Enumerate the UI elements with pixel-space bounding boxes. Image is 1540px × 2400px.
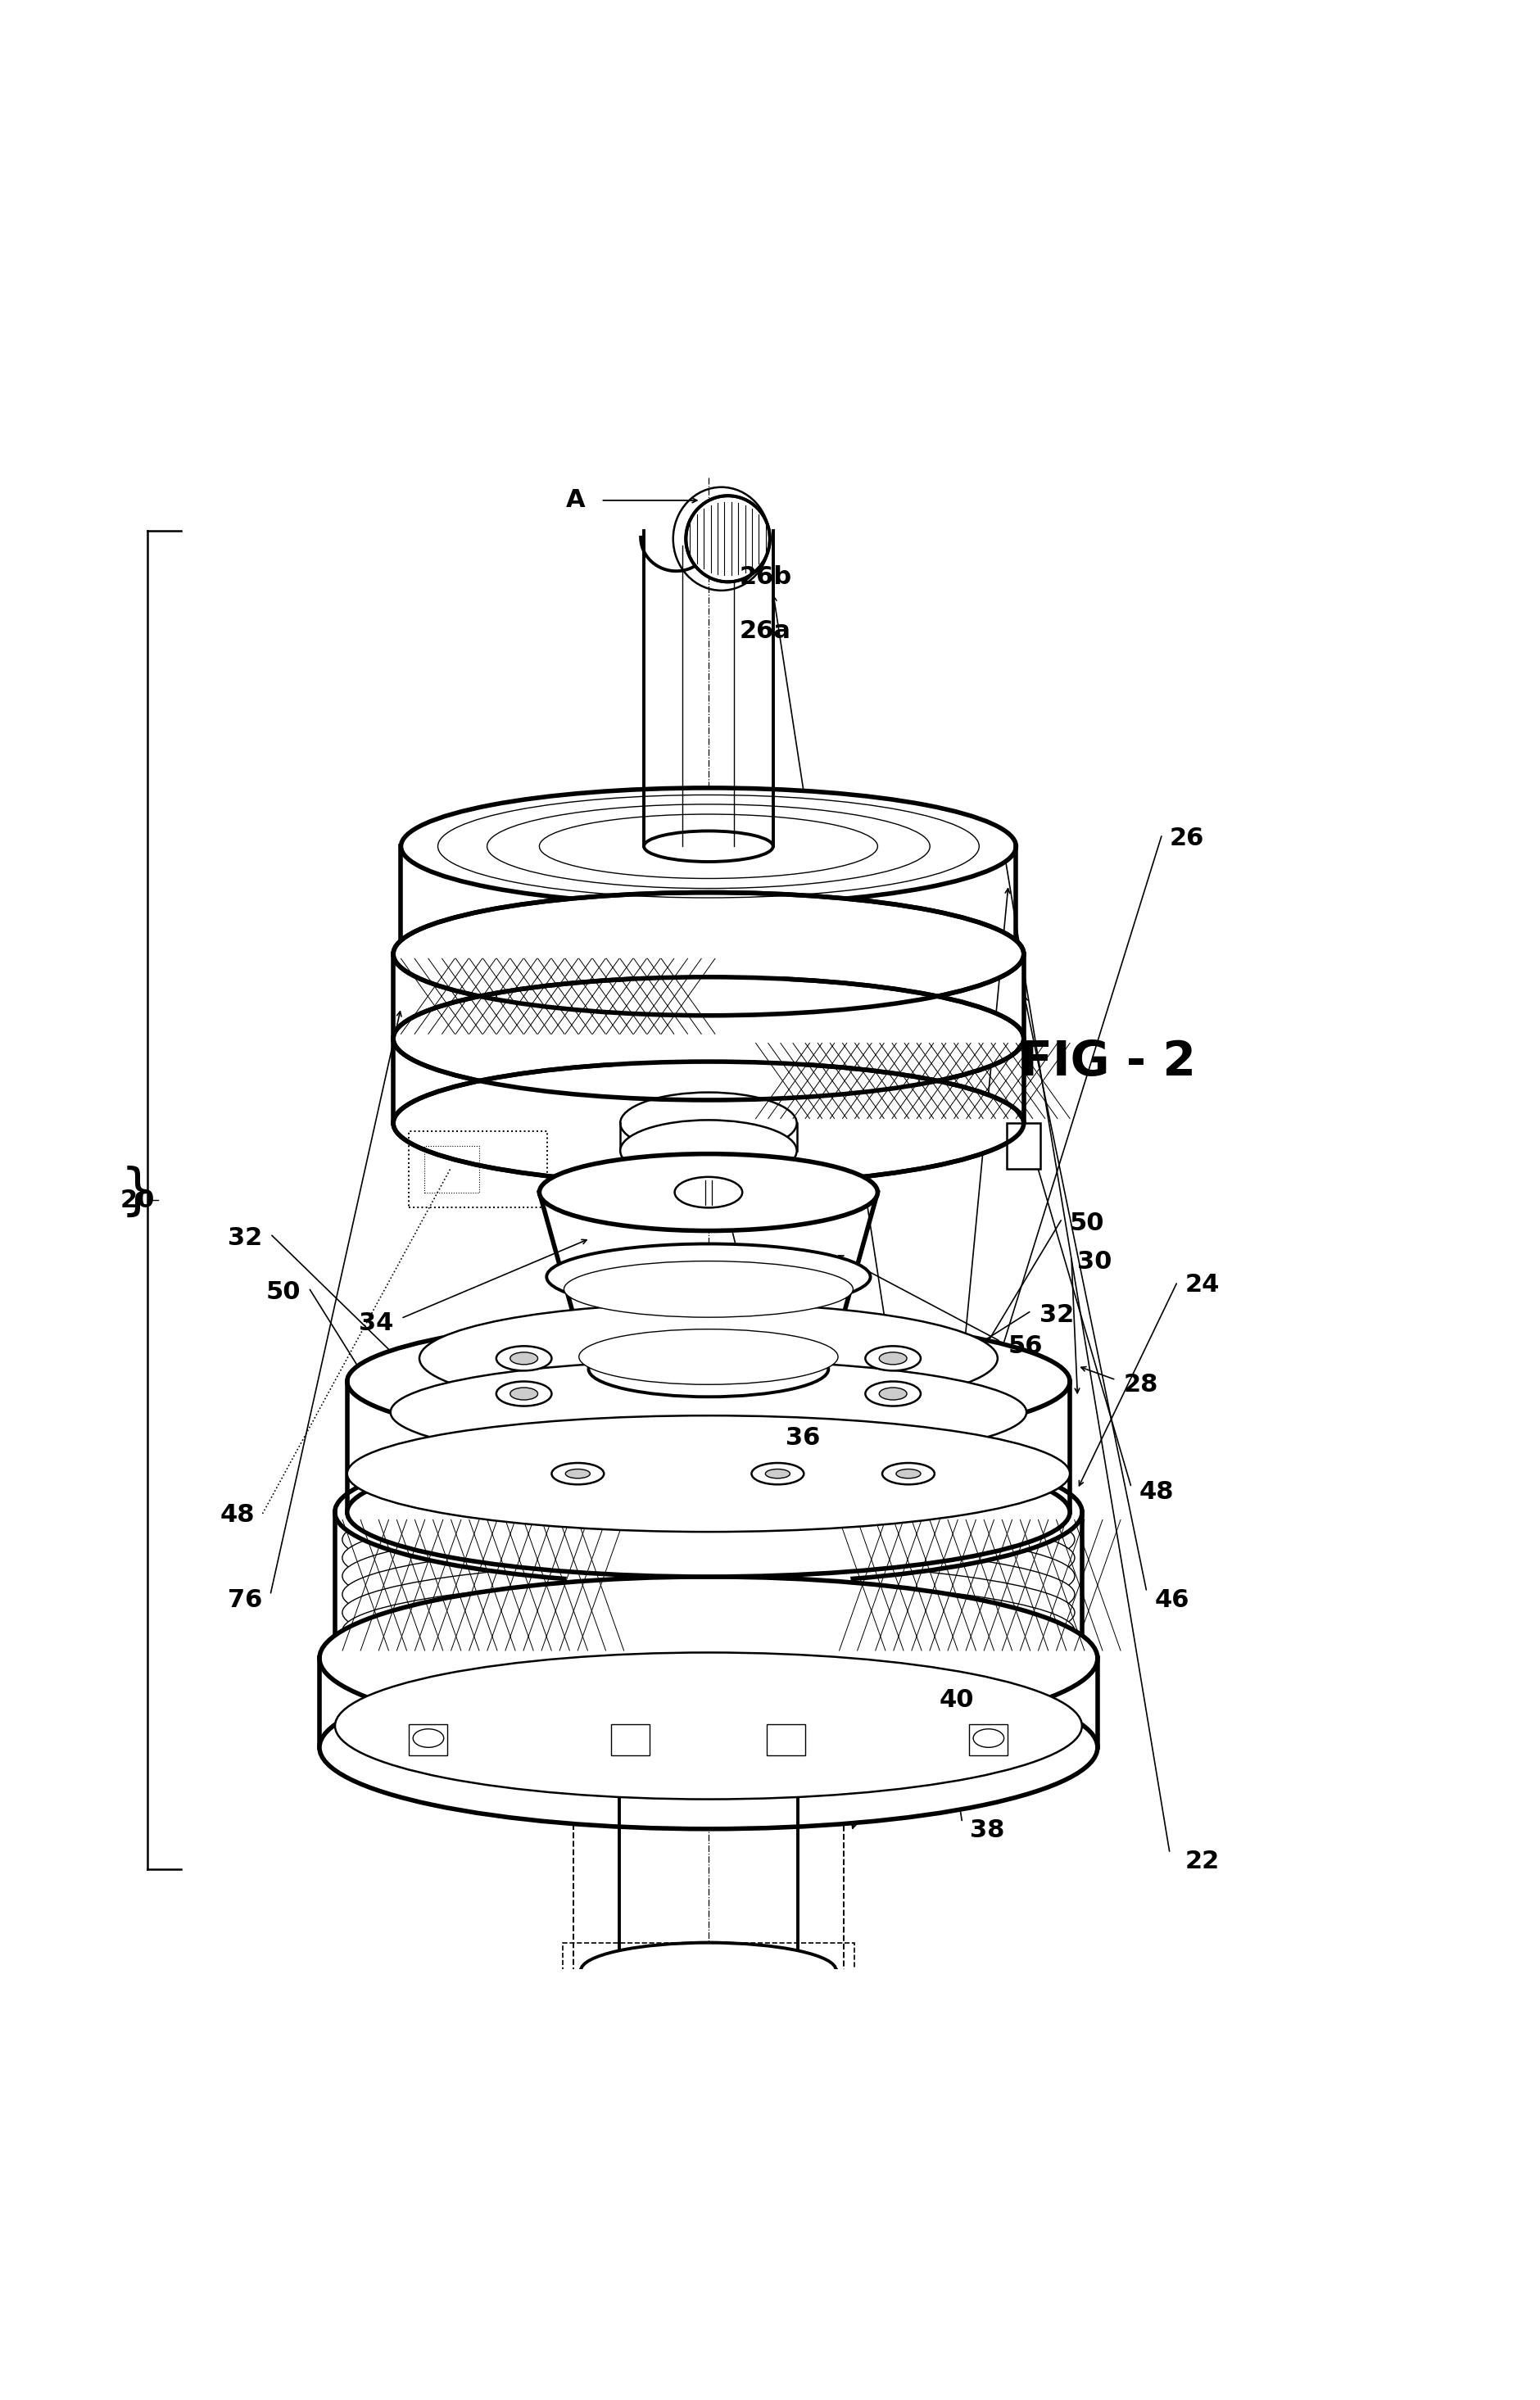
Ellipse shape bbox=[896, 1469, 921, 1478]
Text: 48: 48 bbox=[220, 1502, 254, 1526]
Ellipse shape bbox=[581, 1942, 836, 1999]
Text: 24: 24 bbox=[1186, 1272, 1220, 1296]
Bar bbox=[424, 1147, 479, 1193]
Ellipse shape bbox=[879, 1387, 907, 1399]
Ellipse shape bbox=[551, 1464, 604, 1486]
Bar bbox=[1007, 1123, 1041, 1169]
Ellipse shape bbox=[752, 1464, 804, 1486]
Bar bbox=[969, 1723, 1007, 1754]
Text: 48: 48 bbox=[1140, 1481, 1173, 1505]
Ellipse shape bbox=[522, 1985, 895, 2064]
Bar bbox=[611, 1723, 650, 1754]
Text: 76: 76 bbox=[228, 1589, 262, 1613]
Ellipse shape bbox=[879, 1351, 907, 1366]
Bar bbox=[410, 1723, 448, 1754]
Ellipse shape bbox=[413, 1728, 444, 1747]
Text: 22: 22 bbox=[1186, 1850, 1220, 1872]
Ellipse shape bbox=[588, 1342, 829, 1397]
Ellipse shape bbox=[547, 1243, 870, 1310]
Text: 26b: 26b bbox=[739, 566, 792, 588]
Ellipse shape bbox=[342, 1488, 1075, 1591]
Text: 32: 32 bbox=[1040, 1303, 1073, 1327]
Ellipse shape bbox=[865, 1346, 921, 1370]
Text: 50: 50 bbox=[266, 1279, 300, 1303]
Ellipse shape bbox=[342, 1579, 1075, 1682]
Text: FIG - 2: FIG - 2 bbox=[1019, 1039, 1197, 1085]
Ellipse shape bbox=[579, 1330, 838, 1385]
Ellipse shape bbox=[608, 950, 810, 1128]
Text: 36: 36 bbox=[785, 1426, 821, 1450]
Ellipse shape bbox=[496, 1346, 551, 1370]
Text: 34: 34 bbox=[359, 1310, 393, 1334]
Ellipse shape bbox=[342, 1507, 1075, 1608]
Ellipse shape bbox=[685, 497, 770, 581]
Ellipse shape bbox=[765, 1469, 790, 1478]
Ellipse shape bbox=[565, 1469, 590, 1478]
Ellipse shape bbox=[564, 1260, 853, 1318]
Text: A: A bbox=[567, 490, 585, 511]
Text: }: } bbox=[120, 1166, 156, 1219]
Ellipse shape bbox=[393, 1061, 1024, 1186]
Ellipse shape bbox=[581, 1990, 836, 2045]
Ellipse shape bbox=[400, 787, 1016, 905]
Text: 28: 28 bbox=[1124, 1373, 1158, 1397]
Ellipse shape bbox=[342, 1543, 1075, 1644]
Ellipse shape bbox=[319, 1666, 1098, 1829]
Text: 38: 38 bbox=[970, 1819, 1004, 1843]
Ellipse shape bbox=[865, 1382, 921, 1406]
Text: 26: 26 bbox=[1170, 826, 1204, 850]
Text: 56: 56 bbox=[1009, 1334, 1043, 1358]
Ellipse shape bbox=[882, 1464, 935, 1486]
Ellipse shape bbox=[336, 1654, 1083, 1800]
Ellipse shape bbox=[619, 1735, 798, 1776]
Ellipse shape bbox=[621, 1092, 796, 1154]
Ellipse shape bbox=[334, 1586, 1083, 1730]
Ellipse shape bbox=[342, 1471, 1075, 1572]
Ellipse shape bbox=[496, 1382, 551, 1406]
Text: 46: 46 bbox=[1155, 1589, 1189, 1613]
Text: 50: 50 bbox=[1070, 1212, 1104, 1236]
Ellipse shape bbox=[621, 1121, 796, 1181]
Ellipse shape bbox=[567, 1505, 850, 1666]
Ellipse shape bbox=[346, 1416, 1070, 1531]
Text: 20: 20 bbox=[120, 1188, 156, 1212]
Ellipse shape bbox=[419, 1303, 998, 1414]
Text: 40: 40 bbox=[939, 1687, 973, 1711]
Ellipse shape bbox=[346, 1318, 1070, 1447]
Ellipse shape bbox=[393, 977, 1024, 1099]
Ellipse shape bbox=[619, 1942, 798, 1982]
Bar bbox=[408, 1130, 547, 1207]
Ellipse shape bbox=[319, 1577, 1098, 1740]
Ellipse shape bbox=[400, 895, 1016, 1013]
Ellipse shape bbox=[346, 1447, 1070, 1577]
Ellipse shape bbox=[342, 1598, 1075, 1699]
Ellipse shape bbox=[973, 1728, 1004, 1747]
Text: 30: 30 bbox=[1078, 1250, 1112, 1274]
Bar bbox=[767, 1723, 805, 1754]
Ellipse shape bbox=[675, 1176, 742, 1207]
Text: 26a: 26a bbox=[739, 619, 790, 643]
Ellipse shape bbox=[539, 1154, 878, 1231]
Bar bbox=[562, 1942, 855, 2045]
Ellipse shape bbox=[510, 1387, 537, 1399]
Ellipse shape bbox=[342, 1562, 1075, 1663]
Ellipse shape bbox=[522, 2062, 895, 2141]
Ellipse shape bbox=[510, 1351, 537, 1366]
Ellipse shape bbox=[393, 893, 1024, 1015]
Ellipse shape bbox=[342, 1526, 1075, 1627]
Ellipse shape bbox=[334, 1440, 1083, 1584]
Text: 32: 32 bbox=[228, 1226, 262, 1250]
Ellipse shape bbox=[391, 1361, 1027, 1464]
Ellipse shape bbox=[644, 830, 773, 862]
